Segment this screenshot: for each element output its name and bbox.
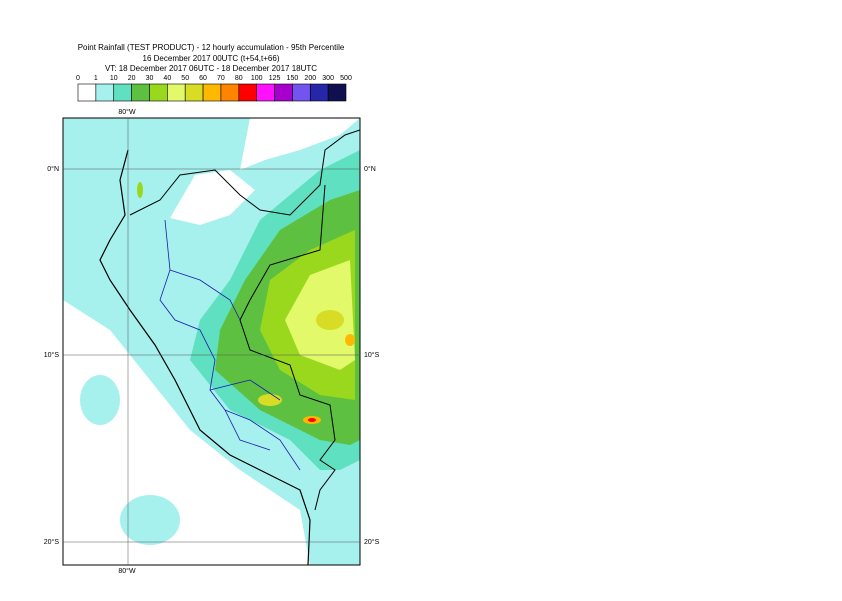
legend-label: 150 — [287, 75, 299, 82]
legend-swatch — [167, 83, 186, 102]
map-frame — [62, 117, 361, 566]
legend-label: 0 — [76, 75, 80, 82]
legend-swatch — [95, 83, 115, 102]
legend: 0 1 10 20 30 40 50 60 70 80 100 125 150 200 300 500 — [76, 75, 352, 102]
legend-label: 1 — [94, 75, 98, 82]
legend-label: 10 — [110, 75, 118, 82]
legend-swatch — [238, 83, 257, 102]
lon-label: 80°W — [118, 108, 136, 116]
legend-label: 125 — [269, 75, 281, 82]
valid-time: VT: 18 December 2017 06UTC - 18 December… — [105, 64, 317, 73]
lat-label: 10°S — [44, 351, 60, 359]
legend-swatch — [220, 83, 240, 102]
subtitle: 16 December 2017 00UTC (t+54,t+66) — [143, 54, 280, 63]
graticule — [63, 118, 360, 565]
legend-label: 50 — [181, 75, 189, 82]
legend-label: 80 — [235, 75, 243, 82]
legend-label: 500 — [340, 75, 352, 82]
lat-label: 0°N — [364, 165, 376, 173]
map — [63, 118, 360, 565]
legend-label: 40 — [163, 75, 171, 82]
legend-label: 60 — [199, 75, 207, 82]
lat-label: 10°S — [364, 351, 380, 359]
legend-swatch — [327, 83, 347, 102]
legend-label: 30 — [146, 75, 154, 82]
lat-label: 20°S — [364, 538, 380, 546]
legend-label: 300 — [322, 75, 334, 82]
legend-swatch — [274, 83, 293, 102]
legend-swatch — [113, 83, 132, 102]
legend-label: 70 — [217, 75, 225, 82]
title: Point Rainfall (TEST PRODUCT) - 12 hourl… — [78, 43, 345, 52]
legend-swatch — [202, 83, 222, 102]
legend-swatch — [292, 83, 311, 102]
lat-label: 20°S — [44, 538, 60, 546]
legend-swatch — [149, 83, 168, 102]
legend-swatch — [131, 83, 150, 102]
legend-label: 100 — [251, 75, 263, 82]
legend-swatch — [184, 83, 204, 102]
lat-label: 0°N — [47, 165, 59, 173]
legend-swatch — [309, 83, 329, 102]
legend-label: 200 — [304, 75, 316, 82]
legend-swatch — [256, 83, 275, 102]
legend-label: 20 — [128, 75, 136, 82]
lon-label: 80°W — [118, 567, 136, 575]
legend-swatch — [77, 83, 97, 102]
